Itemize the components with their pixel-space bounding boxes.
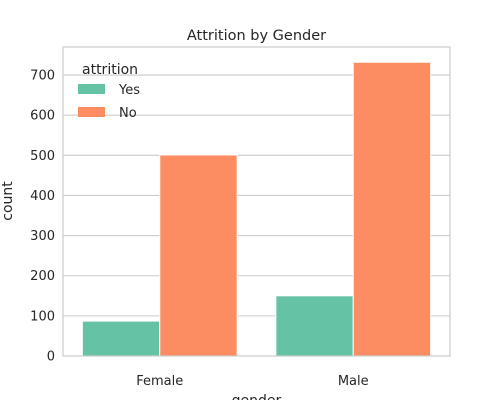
y-tick-label-300: 300	[30, 229, 55, 244]
legend-label-no: No	[119, 106, 137, 121]
y-tick-label-400: 400	[30, 189, 55, 204]
x-axis-label: gender	[232, 393, 282, 400]
legend: attrition Yes No	[78, 62, 140, 121]
y-axis-label: count	[0, 181, 16, 221]
legend-title: attrition	[82, 62, 138, 78]
y-tick-label-600: 600	[30, 109, 55, 124]
bar-male-yes	[275, 295, 354, 357]
x-tick-labels: Female Male	[136, 374, 368, 389]
y-tick-label-0: 0	[47, 350, 55, 365]
bar-female-yes	[81, 320, 161, 357]
legend-items: Yes No	[78, 83, 140, 121]
y-tick-labels: 0 100 200 300 400 500 600 700	[30, 69, 55, 365]
y-tick-label-200: 200	[30, 269, 55, 284]
legend-label-yes: Yes	[118, 83, 140, 98]
y-tick-label-500: 500	[30, 149, 55, 164]
x-tick-label-female: Female	[136, 374, 183, 389]
bar-male-no	[352, 61, 432, 357]
legend-swatch-no	[78, 107, 105, 117]
x-tick-label-male: Male	[338, 374, 369, 389]
legend-swatch-yes	[78, 84, 105, 94]
chart-title: Attrition by Gender	[187, 28, 326, 44]
bars	[81, 61, 432, 357]
y-tick-label-700: 700	[30, 69, 55, 84]
y-tick-label-100: 100	[30, 309, 55, 324]
bar-female-no	[159, 154, 238, 357]
grid-lines	[63, 74, 450, 357]
plot-frame	[62, 46, 451, 357]
